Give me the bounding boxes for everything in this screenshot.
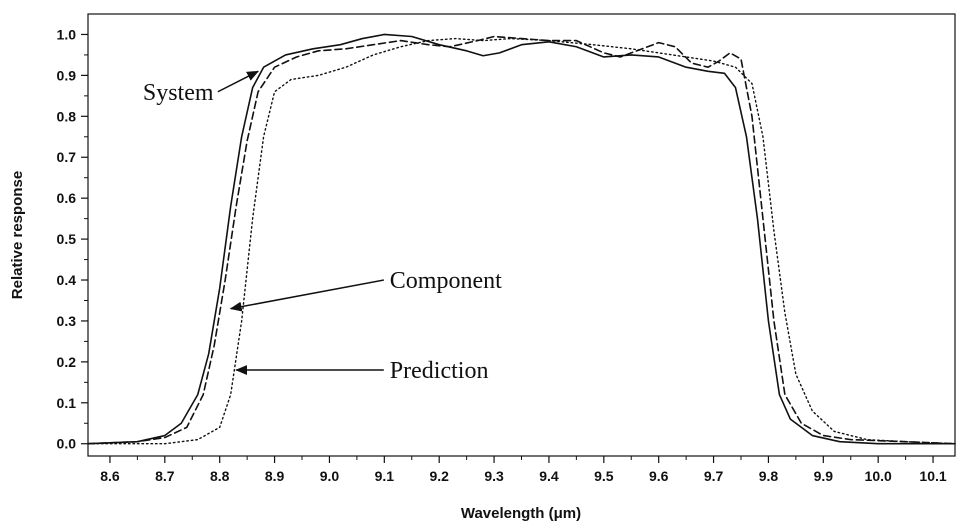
annotation-arrow-component <box>229 279 384 312</box>
y-tick-label: 0.4 <box>57 272 77 288</box>
y-tick-label: 0.6 <box>57 190 77 206</box>
y-tick-label: 0.0 <box>57 436 77 452</box>
x-tick-label: 9.7 <box>704 468 724 484</box>
x-tick-label: 8.8 <box>210 468 230 484</box>
x-tick-label: 8.6 <box>100 468 120 484</box>
x-tick-label: 9.9 <box>814 468 834 484</box>
y-axis-title: Relative response <box>9 171 26 299</box>
x-tick-label: 9.8 <box>759 468 779 484</box>
y-axis: 0.0 0.1 0.2 0.3 0.4 0.5 0.6 0.7 0.8 0.9 1.0 <box>57 26 88 452</box>
annotation-component: Component <box>390 268 502 294</box>
x-tick-label: 9.3 <box>484 468 504 484</box>
series-layer <box>87 33 956 445</box>
x-tick-label: 10.0 <box>865 468 892 484</box>
x-axis-title: Wavelength (μm) <box>461 505 581 522</box>
x-tick-label: 9.6 <box>649 468 669 484</box>
plot-frame <box>87 13 956 457</box>
y-tick-label: 0.2 <box>57 354 77 370</box>
y-tick-label: 0.9 <box>57 67 77 83</box>
annotation-system: System <box>143 80 214 106</box>
x-tick-label: 9.5 <box>594 468 614 484</box>
x-tick-label: 9.1 <box>375 468 395 484</box>
series-line-prediction <box>87 37 956 445</box>
y-tick-label: 0.1 <box>57 395 77 411</box>
annotation-layer: System Component Prediction <box>143 70 502 384</box>
x-axis: 8.6 8.7 8.8 8.9 9.0 9.1 9.2 9.3 9.4 9.5 9.6 9.7 9.8 9… <box>100 456 947 484</box>
x-tick-label: 9.2 <box>429 468 449 484</box>
x-tick-label: 10.1 <box>919 468 946 484</box>
y-tick-label: 0.8 <box>57 108 77 124</box>
x-tick-label: 9.0 <box>320 468 340 484</box>
annotation-prediction: Prediction <box>390 358 489 384</box>
y-tick-label: 0.7 <box>57 149 77 165</box>
x-tick-label: 8.9 <box>265 468 285 484</box>
x-tick-label: 8.7 <box>155 468 175 484</box>
y-tick-label: 0.3 <box>57 313 77 329</box>
y-tick-label: 1.0 <box>57 26 77 42</box>
series-line-system <box>87 33 956 445</box>
annotation-arrow-system <box>217 70 259 93</box>
x-tick-label: 9.4 <box>539 468 559 484</box>
y-tick-label: 0.5 <box>57 231 77 247</box>
series-line-component <box>87 35 956 445</box>
